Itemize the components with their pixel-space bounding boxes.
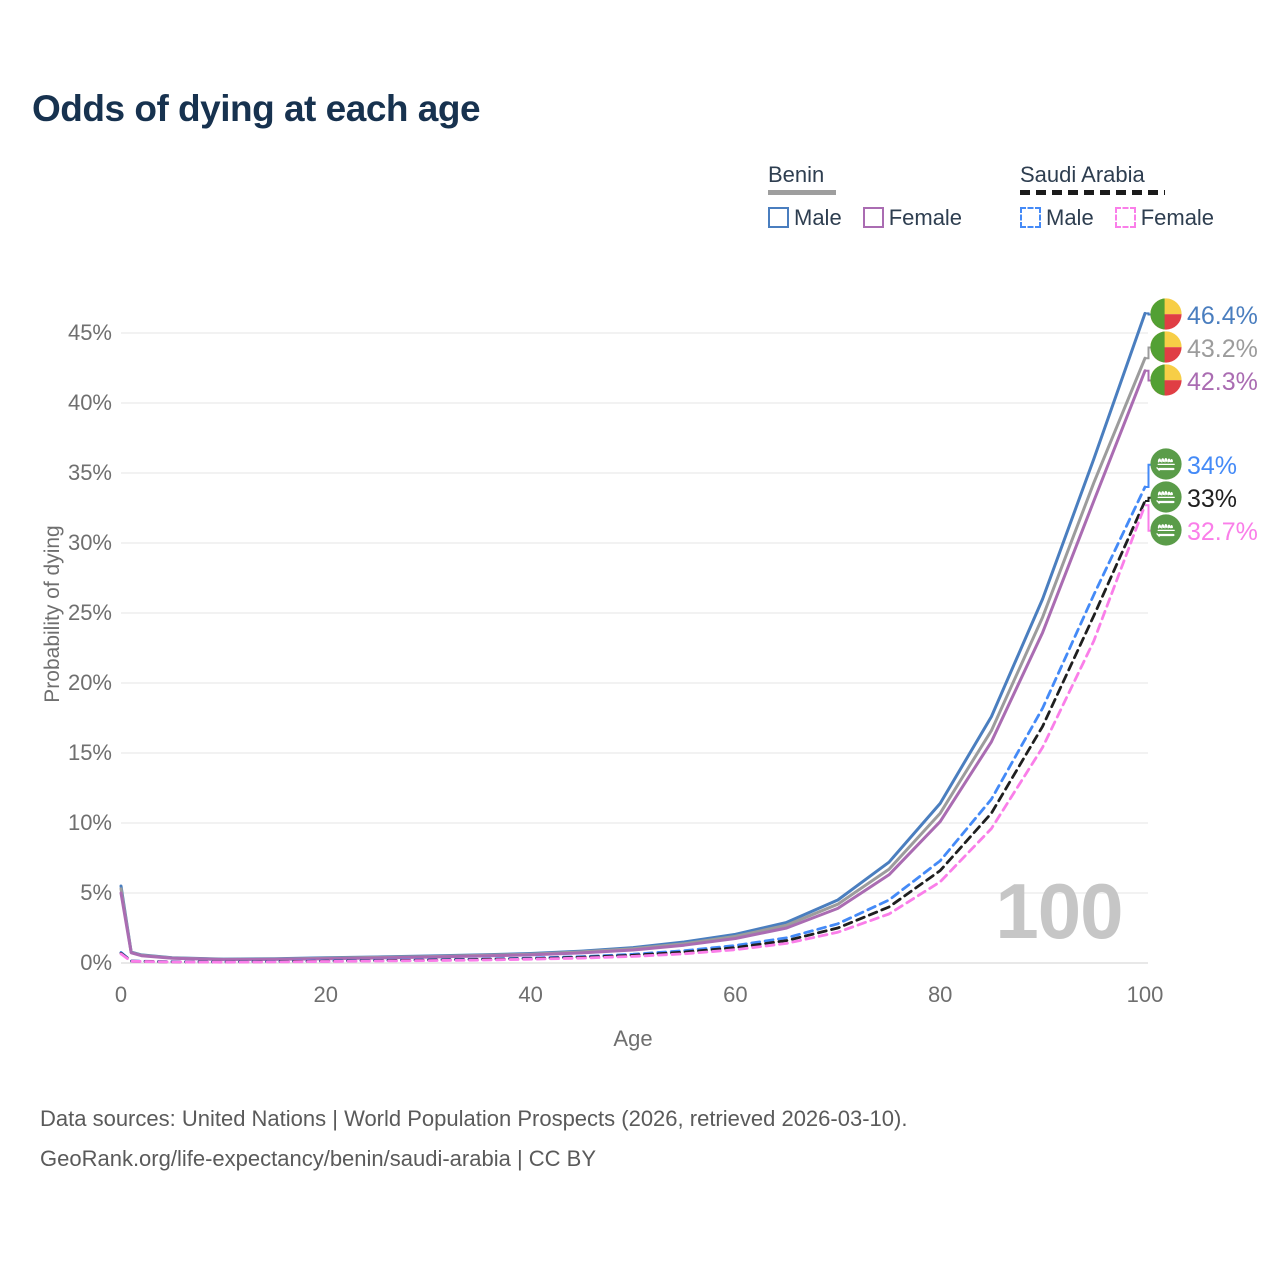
y-tick-label: 40% bbox=[67, 390, 112, 415]
benin-male-swatch-icon bbox=[768, 207, 789, 229]
y-tick-label: 25% bbox=[67, 600, 112, 625]
saudi-male-swatch-icon bbox=[1020, 207, 1041, 229]
end-label-connector bbox=[1145, 312, 1151, 316]
legend-group-saudi-arabia: Saudi Arabia Male Female bbox=[1020, 162, 1215, 231]
page-title: Odds of dying at each age bbox=[32, 88, 481, 129]
y-tick-label: 10% bbox=[67, 810, 112, 835]
legend-group-benin: Benin Male Female bbox=[768, 162, 963, 231]
end-label-saudi-both[interactable]: 33% bbox=[1150, 481, 1237, 518]
legend-label: Female bbox=[888, 204, 963, 230]
end-label-benin-both[interactable]: 43.2% bbox=[1150, 331, 1258, 368]
benin-female-swatch-icon bbox=[862, 207, 884, 229]
y-tick-label: 20% bbox=[67, 670, 112, 695]
legend-item-benin-male[interactable]: Male bbox=[768, 205, 842, 231]
x-tick-label: 0 bbox=[114, 982, 128, 1007]
legend-item-benin-female[interactable]: Female bbox=[862, 204, 963, 231]
end-label-connector bbox=[1145, 463, 1151, 488]
end-label-value: 32.7% bbox=[1187, 518, 1258, 547]
legend-country-benin[interactable]: Benin bbox=[768, 162, 825, 187]
benin-flag-icon bbox=[1150, 331, 1182, 368]
end-label-connector bbox=[1145, 496, 1151, 502]
series-line-benin-male[interactable] bbox=[119, 311, 1147, 961]
end-label-connector bbox=[1145, 369, 1151, 382]
x-tick-label: 60 bbox=[723, 982, 748, 1007]
end-label-value: 43.2% bbox=[1187, 334, 1258, 363]
y-tick-label: 30% bbox=[67, 530, 112, 555]
end-label-saudi-female[interactable]: 32.7% bbox=[1150, 514, 1258, 551]
legend-label: Male bbox=[1046, 204, 1094, 230]
y-tick-label: 35% bbox=[67, 460, 112, 485]
benin-flag-icon bbox=[1150, 298, 1182, 335]
series-line-benin-both[interactable] bbox=[119, 356, 1147, 961]
legend-country-saudi-arabia[interactable]: Saudi Arabia bbox=[1020, 162, 1145, 187]
legend-label: Male bbox=[794, 204, 842, 230]
saudi-female-swatch-icon bbox=[1114, 207, 1136, 229]
end-label-saudi-male[interactable]: 34% bbox=[1150, 448, 1237, 485]
saudi-arabia-flag-icon bbox=[1150, 514, 1182, 551]
y-tick-label: 15% bbox=[67, 740, 112, 765]
benin-flag-icon bbox=[1150, 364, 1182, 401]
legend-item-saudi-female[interactable]: Female bbox=[1114, 204, 1215, 231]
x-axis-title: Age bbox=[613, 1026, 653, 1051]
x-tick-label: 80 bbox=[927, 982, 953, 1007]
end-label-value: 46.4% bbox=[1187, 301, 1258, 330]
end-label-connector bbox=[1145, 346, 1151, 360]
legend-item-saudi-male[interactable]: Male bbox=[1020, 205, 1094, 231]
end-label-value: 42.3% bbox=[1187, 367, 1258, 396]
series-line-benin-female[interactable] bbox=[119, 369, 1147, 962]
saudi-dashed-line-icon bbox=[1020, 190, 1165, 195]
series-line-saudi-female[interactable] bbox=[119, 503, 1147, 964]
end-label-value: 34% bbox=[1187, 452, 1238, 481]
end-label-benin-male[interactable]: 46.4% bbox=[1150, 298, 1258, 335]
y-tick-label: 5% bbox=[80, 880, 112, 905]
age-watermark: 100 bbox=[995, 867, 1123, 955]
benin-solid-line-icon bbox=[768, 190, 836, 195]
x-tick-label: 40 bbox=[518, 982, 543, 1007]
end-label-benin-female[interactable]: 42.3% bbox=[1150, 364, 1258, 401]
y-tick-label: 0% bbox=[80, 950, 112, 975]
footer-sources: Data sources: United Nations | World Pop… bbox=[40, 1106, 908, 1131]
x-tick-label: 100 bbox=[1126, 982, 1164, 1007]
end-label-connector bbox=[1145, 504, 1151, 532]
end-label-value: 33% bbox=[1187, 485, 1238, 514]
legend-label: Female bbox=[1140, 204, 1215, 230]
footer-link[interactable]: GeoRank.org/life-expectancy/benin/saudi-… bbox=[40, 1146, 597, 1171]
saudi-arabia-flag-icon bbox=[1150, 448, 1182, 485]
saudi-arabia-flag-icon bbox=[1150, 481, 1182, 518]
y-tick-label: 45% bbox=[67, 320, 112, 345]
x-tick-label: 20 bbox=[313, 982, 339, 1007]
